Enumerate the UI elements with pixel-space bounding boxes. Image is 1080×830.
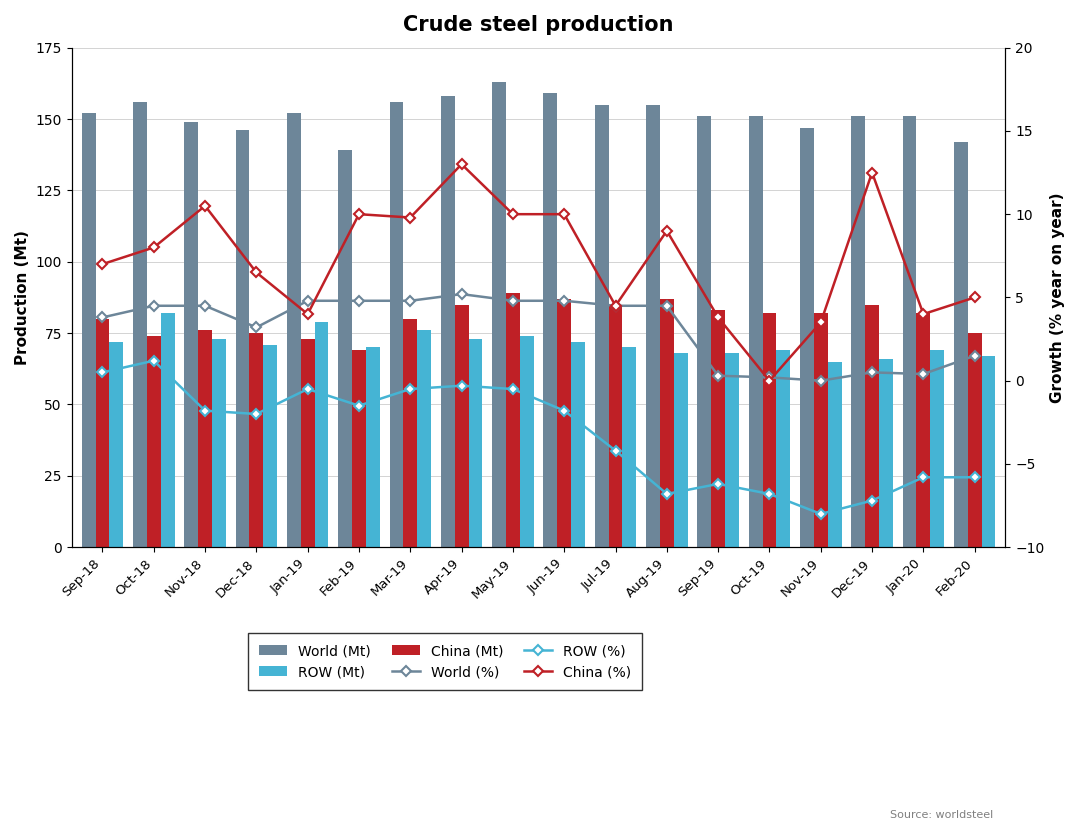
Bar (109, 342, 123, 547)
Bar (814, 313, 827, 547)
Bar (762, 313, 777, 547)
Bar (469, 339, 483, 547)
Bar (917, 313, 930, 547)
Bar (622, 348, 636, 547)
Legend: World (Mt), ROW (Mt), China (Mt), World (%), ROW (%), China (%): World (Mt), ROW (Mt), China (Mt), World … (248, 633, 643, 690)
Bar (314, 322, 328, 547)
Bar (507, 293, 519, 547)
Bar (287, 114, 300, 547)
Bar (543, 93, 557, 547)
Bar (185, 122, 198, 547)
Bar (982, 356, 996, 547)
Bar (352, 350, 366, 547)
Bar (571, 342, 585, 547)
Y-axis label: Growth (% year on year): Growth (% year on year) (1050, 193, 1065, 403)
Bar (300, 339, 314, 547)
Bar (698, 116, 712, 547)
Bar (968, 333, 982, 547)
Bar (712, 310, 725, 547)
Bar (95, 319, 109, 547)
Bar (954, 142, 968, 547)
Title: Crude steel production: Crude steel production (403, 15, 674, 35)
Bar (595, 105, 609, 547)
Text: Source: worldsteel: Source: worldsteel (890, 809, 994, 819)
Bar (417, 330, 431, 547)
Bar (851, 116, 865, 547)
Y-axis label: Production (Mt): Production (Mt) (15, 230, 30, 365)
Bar (674, 353, 688, 547)
Bar (660, 299, 674, 547)
Bar (903, 116, 917, 547)
Bar (390, 102, 403, 547)
Bar (403, 319, 417, 547)
Bar (82, 114, 95, 547)
Bar (235, 130, 249, 547)
Bar (264, 344, 278, 547)
Bar (748, 116, 762, 547)
Bar (725, 353, 739, 547)
Bar (492, 82, 507, 547)
Bar (441, 96, 455, 547)
Bar (557, 299, 571, 547)
Bar (800, 128, 814, 547)
Bar (147, 336, 161, 547)
Bar (865, 305, 879, 547)
Bar (455, 305, 469, 547)
Bar (249, 333, 264, 547)
Bar (133, 102, 147, 547)
Bar (777, 350, 791, 547)
Bar (930, 350, 944, 547)
Bar (338, 150, 352, 547)
Bar (879, 359, 893, 547)
Bar (198, 330, 212, 547)
Bar (827, 362, 841, 547)
Bar (646, 105, 660, 547)
Bar (519, 336, 534, 547)
Bar (366, 348, 380, 547)
Bar (212, 339, 226, 547)
Bar (161, 313, 175, 547)
Bar (609, 305, 622, 547)
